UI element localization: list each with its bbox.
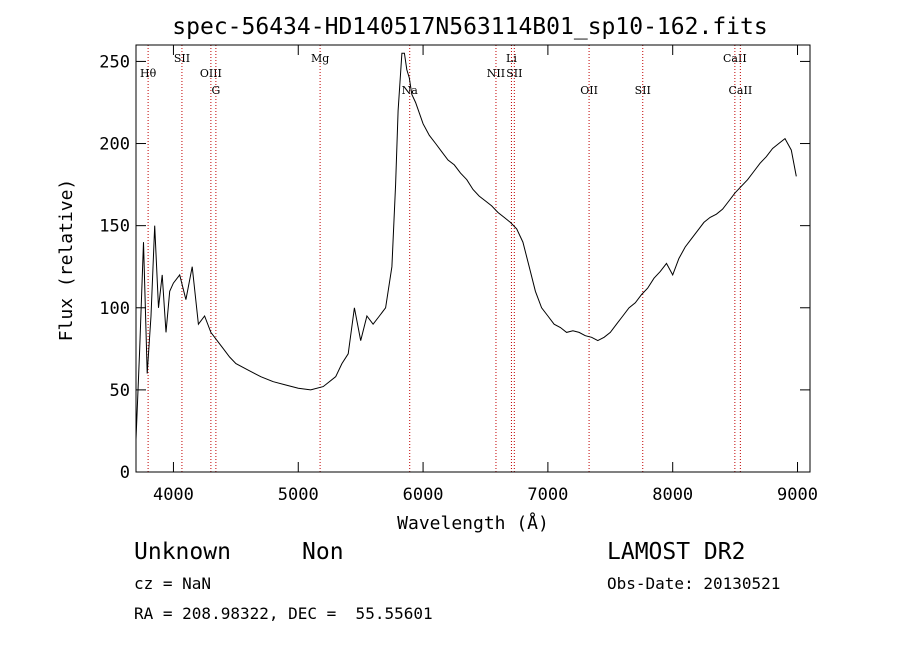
x-tick-label: 9000 xyxy=(777,485,818,505)
x-tick-label: 8000 xyxy=(652,485,693,505)
plot-frame xyxy=(135,44,811,473)
spectral-line-label: CaII xyxy=(729,84,753,97)
survey-name: LAMOST DR2 xyxy=(607,539,746,565)
observation-date: Obs-Date: 20130521 xyxy=(607,574,781,593)
spectral-line-label: OIII xyxy=(200,67,222,80)
y-tick-label: 50 xyxy=(110,381,130,401)
spectral-line-label: CaII xyxy=(723,52,747,65)
x-tick-label: 4000 xyxy=(153,485,194,505)
object-subclass: Non xyxy=(302,539,344,565)
y-tick-label: 0 xyxy=(120,463,130,483)
flux-series-line xyxy=(135,52,797,440)
redshift-value: cz = NaN xyxy=(134,574,212,593)
spectral-line-label: SII xyxy=(174,52,190,65)
y-tick-label: 150 xyxy=(99,217,130,237)
spectral-line-label: NII xyxy=(487,67,505,80)
coordinates: RA = 208.98322, DEC = 55.55601 xyxy=(134,604,433,623)
x-tick-label: 6000 xyxy=(403,485,444,505)
spectral-line-label: Hθ xyxy=(140,67,157,80)
x-tick-label: 7000 xyxy=(527,485,568,505)
y-tick-label: 250 xyxy=(99,52,130,72)
x-axis-label: Wavelength (Å) xyxy=(397,512,549,534)
x-tick-label: 5000 xyxy=(278,485,319,505)
y-axis-label: Flux (relative) xyxy=(56,179,77,342)
spectral-line-label: Li xyxy=(506,52,517,65)
spectral-line-label: OII xyxy=(580,84,598,97)
chart-title: spec-56434-HD140517N563114B01_sp10-162.f… xyxy=(172,14,767,40)
spectral-line-label: SII xyxy=(635,84,651,97)
spectral-line-label: Mg xyxy=(311,52,329,65)
y-tick-label: 200 xyxy=(99,135,130,155)
object-class: Unknown xyxy=(134,539,231,565)
spectral-line-label: Na xyxy=(402,84,419,97)
spectral-line-label: G xyxy=(211,84,220,97)
y-tick-label: 100 xyxy=(99,299,130,319)
spectral-line-label: SII xyxy=(506,67,522,80)
axis-ticks: 4000 5000 6000 7000 8000 9000 0 50 100 150 200 250 xyxy=(99,45,818,505)
